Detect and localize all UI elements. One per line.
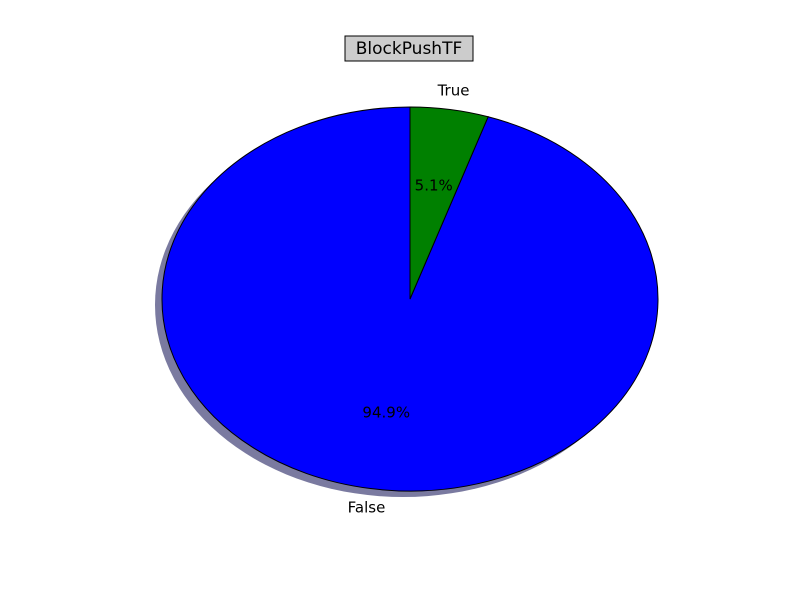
pie-slices xyxy=(161,106,659,492)
chart-title-box xyxy=(344,35,474,62)
slice-percent-true: 5.1% xyxy=(415,176,453,194)
slice-percent-false: 94.9% xyxy=(362,404,410,422)
chart-title: BlockPushTF xyxy=(356,39,463,59)
slice-label-true: True xyxy=(437,82,470,100)
pie-slice-true xyxy=(409,106,489,300)
pie-labels: False 94.9% True 5.1% xyxy=(348,82,470,517)
slice-label-false: False xyxy=(348,498,386,516)
